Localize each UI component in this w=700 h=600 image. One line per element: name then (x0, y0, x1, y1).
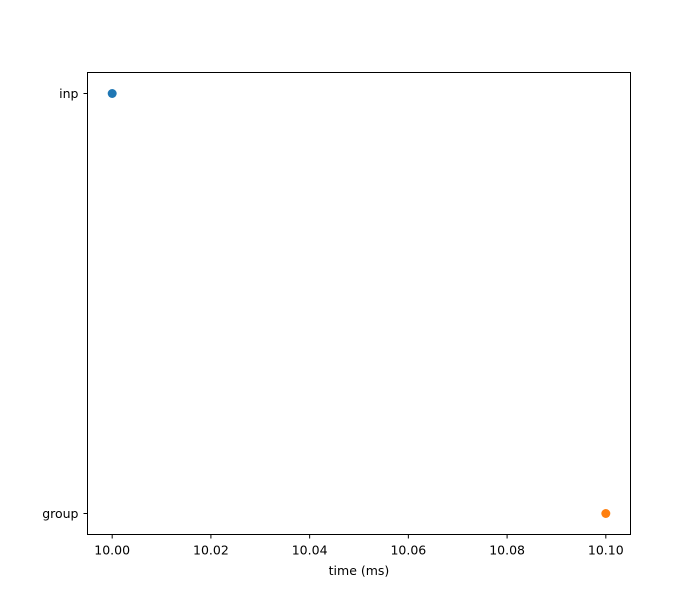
data-point (601, 509, 611, 518)
y-tick-label: group (42, 506, 78, 521)
y-axis: group inp (42, 86, 88, 521)
x-tick-label: 10.08 (489, 543, 525, 558)
plot-area (87, 72, 631, 535)
x-tick-label: 10.06 (390, 543, 426, 558)
data-points (107, 89, 611, 518)
x-axis: 10.00 10.02 10.04 10.06 10.08 10.10 (94, 534, 624, 558)
x-tick-label: 10.00 (94, 543, 130, 558)
data-point (107, 89, 117, 98)
x-axis-label: time (ms) (329, 563, 390, 578)
x-tick-label: 10.10 (588, 543, 624, 558)
y-tick-label: inp (59, 86, 78, 101)
x-tick-label: 10.02 (193, 543, 229, 558)
x-tick-label: 10.04 (292, 543, 328, 558)
